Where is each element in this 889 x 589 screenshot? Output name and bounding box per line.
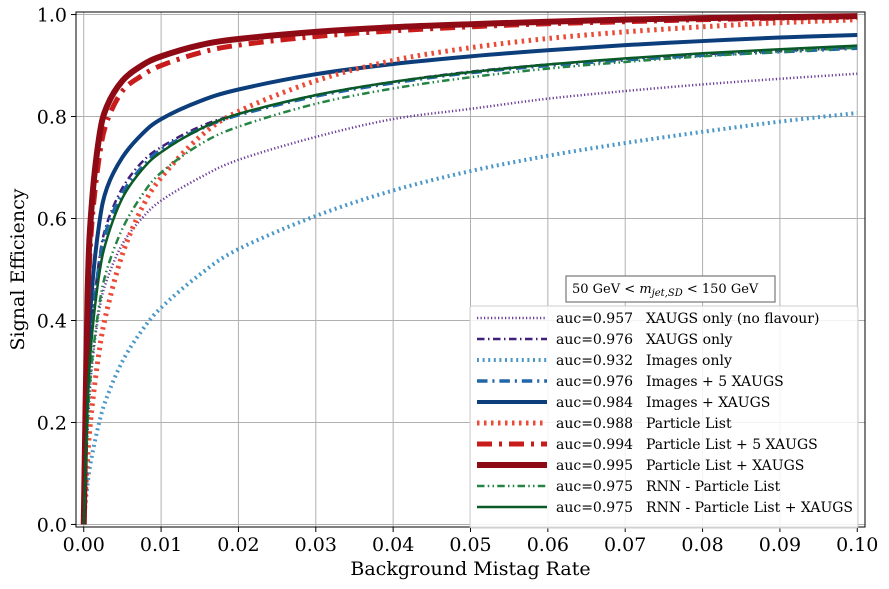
legend-label: RNN - Particle List — [646, 479, 781, 495]
roc-curve — [81, 32, 858, 525]
legend-auc: auc=0.957 — [556, 311, 633, 327]
x-axis-label: Background Mistag Rate — [350, 558, 590, 580]
annotation-subscript: jet,SD — [650, 288, 683, 299]
x-tick-label: 0.05 — [449, 534, 491, 556]
x-tick-label: 0.08 — [681, 534, 723, 556]
legend-label: Images only — [646, 353, 732, 369]
x-tick-label: 0.10 — [836, 534, 878, 556]
legend-auc: auc=0.995 — [556, 458, 633, 474]
legend-label: XAUGS only — [646, 332, 733, 348]
roc-curve — [80, 13, 858, 525]
legend-auc: auc=0.976 — [556, 374, 633, 390]
roc-curve — [82, 72, 858, 525]
annotation-text: 50 GeV < mjet,SD < 150 GeV — [572, 282, 759, 299]
y-tick-label: 0.4 — [37, 310, 67, 332]
x-tick-label: 0.03 — [295, 534, 337, 556]
x-tick-label: 0.00 — [63, 534, 105, 556]
y-tick-label: 1.0 — [37, 5, 67, 27]
legend: auc=0.957 XAUGS only (no flavour) auc=0.97… — [469, 305, 859, 529]
annotation-box — [565, 275, 776, 303]
legend-label: RNN - Particle List + XAUGS — [646, 500, 853, 516]
legend-box — [469, 305, 859, 529]
y-axis-label: Signal Efficiency — [7, 188, 29, 350]
legend-auc: auc=0.975 — [556, 479, 633, 495]
y-tick-label: 0.6 — [37, 209, 67, 231]
x-tick-label: 0.06 — [527, 534, 569, 556]
x-tick-label: 0.01 — [140, 534, 182, 556]
legend-auc: auc=0.976 — [556, 332, 633, 348]
legend-auc: auc=0.994 — [556, 437, 633, 453]
legend-label: Particle List + XAUGS — [646, 458, 804, 474]
legend-auc: auc=0.932 — [556, 353, 633, 369]
mass-window-annotation: 50 GeV < mjet,SD < 150 GeV — [565, 275, 776, 303]
annotation-symbol: m — [639, 282, 651, 297]
roc-curve — [82, 46, 858, 525]
legend-auc: auc=0.988 — [556, 416, 633, 432]
x-tick-label: 0.09 — [759, 534, 801, 556]
legend-label: Particle List + 5 XAUGS — [646, 437, 818, 453]
x-tick-label: 0.04 — [372, 534, 414, 556]
legend-label: Images + 5 XAUGS — [646, 374, 784, 390]
legend-auc: auc=0.975 — [556, 500, 633, 516]
y-axis-ticks: 0.0 0.2 0.4 0.6 0.8 1.0 — [37, 5, 76, 536]
y-tick-label: 0.2 — [37, 412, 67, 434]
legend-label: XAUGS only (no flavour) — [646, 311, 819, 327]
x-tick-label: 0.02 — [217, 534, 259, 556]
x-tick-label: 0.07 — [604, 534, 646, 556]
annotation-suffix: < 150 GeV — [683, 282, 759, 297]
roc-curve — [82, 44, 858, 525]
annotation-prefix: 50 GeV < — [572, 282, 639, 297]
curves — [80, 13, 858, 525]
y-tick-label: 0.8 — [37, 107, 67, 129]
roc-curve — [81, 17, 858, 525]
y-tick-label: 0.0 — [37, 514, 67, 536]
legend-label: Images + XAUGS — [646, 395, 770, 411]
legend-label: Particle List — [646, 416, 732, 432]
x-axis-ticks: 0.00 0.01 0.02 0.03 0.04 0.05 0.06 0.07 0.08 0.09… — [63, 527, 878, 556]
legend-auc: auc=0.984 — [556, 395, 633, 411]
